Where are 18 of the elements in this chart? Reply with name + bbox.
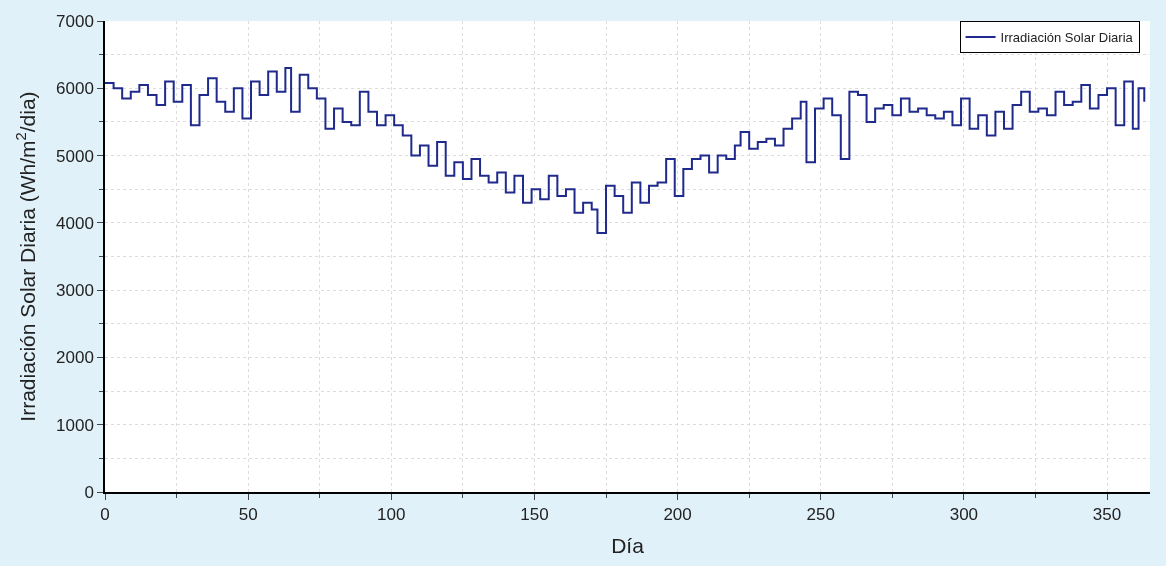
y-tick-label: 6000 [56, 79, 94, 99]
y-tick-label: 3000 [56, 281, 94, 301]
y-tick-label: 7000 [56, 11, 94, 31]
x-tick-label: 200 [663, 505, 692, 525]
y-tick-label: 1000 [56, 415, 94, 435]
x-tick-label: 350 [1092, 505, 1122, 525]
x-tick-label: 300 [949, 505, 979, 525]
y-tick-label: 5000 [56, 146, 94, 166]
legend-label: Irradiación Solar Diaria [1000, 30, 1134, 46]
x-tick-label: 150 [520, 505, 549, 525]
y-tick-label: 2000 [56, 348, 94, 368]
x-tick-label: 250 [806, 505, 835, 525]
x-tick-label: 0 [100, 505, 110, 525]
x-axis-title: Día [611, 533, 645, 557]
y-tick-label: 4000 [56, 213, 94, 233]
x-tick-label: 100 [377, 505, 406, 525]
x-tick-label: 50 [238, 505, 258, 525]
y-tick-label: 0 [84, 482, 94, 502]
